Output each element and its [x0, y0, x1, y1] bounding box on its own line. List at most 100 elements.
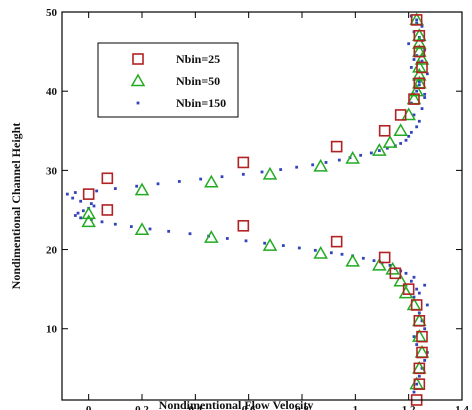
dot-marker [412, 113, 416, 117]
square-marker [416, 61, 428, 74]
dot-marker [415, 21, 419, 25]
triangle-marker [81, 206, 96, 220]
dot-marker [377, 149, 381, 152]
triangle-marker [81, 214, 96, 228]
dot-marker [404, 271, 408, 275]
x-tick-label: 0 [86, 404, 92, 410]
dot-marker [412, 335, 416, 339]
triangle-marker [398, 285, 414, 299]
dot-marker [73, 214, 77, 217]
plot-layer [65, 12, 430, 406]
triangle-marker [134, 182, 150, 196]
triangle-marker [393, 123, 408, 137]
dot-marker [425, 303, 429, 307]
y-axis-title: Nondimentional Channel Height [9, 123, 23, 290]
dot-marker [425, 72, 429, 76]
dot-marker [423, 96, 427, 99]
square-marker [408, 93, 420, 105]
dot-marker [409, 130, 413, 134]
x-tick-label: 1.4 [455, 404, 469, 410]
dot-marker [260, 170, 264, 174]
legend-box [97, 42, 239, 118]
y-tick-label: 20 [46, 245, 58, 257]
square-marker [413, 315, 426, 327]
square-marker [413, 45, 426, 58]
dot-marker [297, 246, 301, 250]
triangle-marker [204, 230, 219, 243]
dot-marker [89, 202, 93, 206]
dot-marker [329, 251, 333, 255]
square-marker [237, 219, 250, 232]
square-marker [413, 77, 426, 90]
y-tick-label: 50 [46, 7, 58, 19]
dot-marker [79, 199, 83, 203]
dot-marker [417, 80, 421, 84]
dot-marker [420, 24, 424, 28]
dot-marker [167, 229, 171, 233]
legend-marker [130, 73, 146, 87]
dot-marker [417, 119, 421, 123]
dot-marker [388, 263, 392, 267]
square-marker [389, 267, 402, 280]
dot-marker [385, 146, 389, 150]
dot-marker [220, 175, 224, 179]
dot-marker [337, 158, 341, 162]
dot-marker [369, 151, 373, 155]
legend-label: Nbin=25 [176, 52, 220, 66]
dot-marker [79, 216, 83, 220]
dot-marker [423, 92, 427, 96]
dot-marker [129, 225, 133, 228]
dot-marker [417, 291, 421, 295]
square-marker [82, 188, 95, 200]
legend-label: Nbin=50 [176, 74, 220, 88]
square-marker [378, 124, 391, 137]
triangle-marker [262, 166, 278, 180]
x-axis-title: Nondimentional Flow Velocity [159, 398, 314, 410]
dot-marker [423, 283, 427, 287]
square-marker [237, 156, 250, 169]
dot-marker [313, 248, 317, 252]
triangle-marker [382, 135, 398, 148]
triangle-marker [412, 67, 427, 81]
triangle-marker [412, 36, 427, 49]
dot-marker [412, 295, 416, 299]
dot-marker [113, 222, 117, 226]
legend-marker [136, 101, 140, 105]
dot-marker [415, 89, 419, 93]
dot-marker [73, 191, 77, 194]
triangle-marker [134, 222, 150, 236]
dot-marker [241, 172, 245, 176]
dot-marker [279, 168, 283, 171]
dot-marker [95, 189, 99, 193]
triangle-marker [414, 51, 430, 65]
dot-marker [420, 59, 424, 63]
dot-marker [65, 192, 69, 196]
dot-marker [417, 374, 421, 378]
dot-marker [415, 18, 419, 22]
dot-marker [281, 244, 285, 247]
dot-marker [415, 382, 419, 386]
dot-marker [404, 138, 408, 142]
dot-marker [92, 204, 96, 208]
x-tick-label: 1 [353, 404, 359, 410]
dot-marker [148, 227, 152, 231]
square-marker [101, 172, 114, 185]
dot-marker [372, 259, 376, 263]
dot-marker [295, 165, 299, 169]
dot-marker [76, 211, 80, 215]
triangle-marker [345, 150, 360, 164]
triangle-marker [313, 158, 328, 172]
y-tick-label: 30 [46, 165, 58, 177]
triangle-marker [393, 273, 408, 287]
plot-frame [61, 11, 463, 401]
dot-marker [407, 42, 411, 46]
dot-marker [311, 163, 315, 167]
square-marker [378, 251, 391, 264]
square-marker [394, 109, 407, 121]
triangle-marker [345, 253, 360, 267]
square-marker [330, 140, 343, 153]
square-marker [410, 299, 423, 311]
dot-marker [177, 180, 181, 183]
